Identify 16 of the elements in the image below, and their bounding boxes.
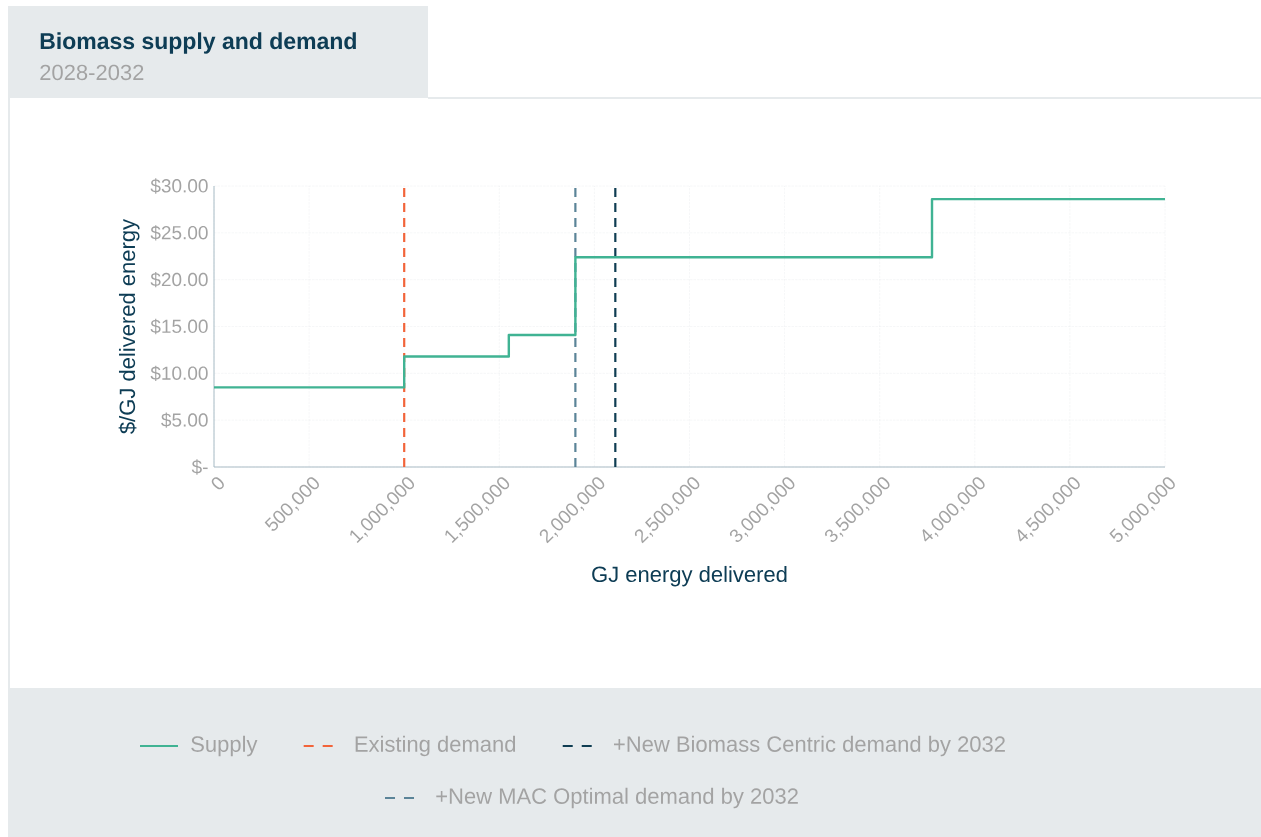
x-tick-label: 0 xyxy=(211,477,224,490)
x-axis-title: GJ energy delivered xyxy=(592,565,787,587)
y-tick-label: $- xyxy=(191,459,208,475)
legend-label: Existing demand xyxy=(355,735,516,757)
legend-label: Supply xyxy=(191,735,258,757)
legend-label: +New Biomass Centric demand by 2032 xyxy=(614,735,1005,757)
y-tick-label: $25.00 xyxy=(150,225,208,241)
chart-subtitle: 2028-2032 xyxy=(40,64,144,81)
y-tick-label: $20.00 xyxy=(150,271,208,288)
y-tick-label: $10.00 xyxy=(150,365,208,382)
chart-title: Biomass supply and demand xyxy=(40,32,356,54)
y-tick-label: $30.00 xyxy=(150,178,208,194)
y-tick-label: $15.00 xyxy=(150,318,208,335)
legend-label: +New MAC Optimal demand by 2032 xyxy=(436,787,798,809)
y-axis-title: $/GJ delivered energy xyxy=(118,218,140,434)
y-tick-label: $5.00 xyxy=(161,412,208,428)
